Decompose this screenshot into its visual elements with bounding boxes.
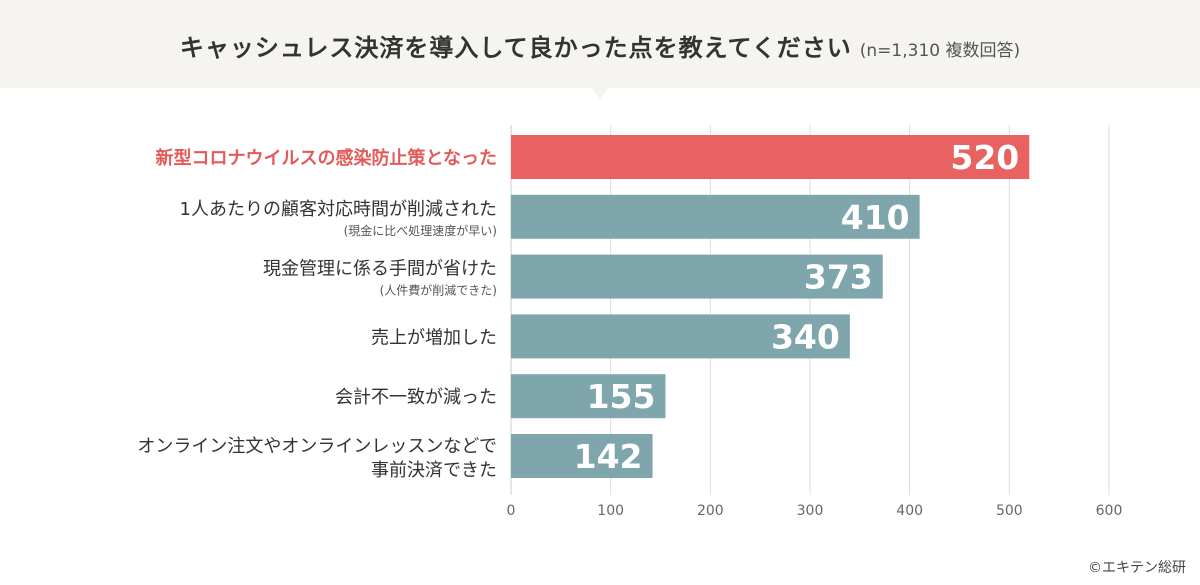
bar	[511, 135, 1030, 179]
chart-subtitle: (n=1,310 複数回答)	[859, 41, 1021, 61]
bar	[511, 374, 666, 419]
x-tick-label: 100	[597, 503, 624, 519]
credit: ©エキテン総研	[1088, 560, 1186, 576]
x-tick-label: 500	[996, 503, 1023, 519]
data-label: 340	[771, 317, 840, 356]
category-label: 売上が増加した	[371, 327, 497, 348]
bar	[511, 194, 920, 239]
data-label: 373	[804, 258, 873, 297]
data-label: 142	[574, 437, 643, 476]
data-label: 155	[587, 377, 656, 416]
x-tick-label: 400	[896, 503, 923, 519]
title-banner	[0, 0, 1200, 88]
category-label: 現金管理に係る手間が省けた	[263, 259, 497, 280]
bar	[511, 314, 850, 359]
x-tick-label: 600	[1096, 503, 1123, 519]
bar	[511, 434, 653, 478]
category-note: (人件費が削減できた)	[380, 283, 497, 298]
data-label: 410	[841, 198, 910, 237]
bar	[511, 254, 883, 299]
chart-title: キャッシュレス決済を導入して良かった点を教えてください (n=1,310 複数回答…	[0, 28, 1200, 63]
x-tick-label: 200	[697, 503, 724, 519]
title-text: キャッシュレス決済を導入して良かった点を教えてください	[179, 34, 852, 62]
x-tick-label: 300	[797, 503, 824, 519]
data-label: 520	[950, 138, 1019, 177]
category-label: オンライン注文やオンラインレッスンなどで	[137, 436, 497, 457]
banner-pointer	[592, 88, 608, 100]
category-label: 1人あたりの顧客対応時間が削減された	[180, 199, 497, 220]
category-label: 事前決済できた	[371, 460, 497, 481]
x-tick-label: 0	[507, 503, 516, 519]
category-note: (現金に比べ処理速度が早い)	[344, 223, 497, 238]
category-label: 会計不一致が減った	[335, 387, 497, 408]
category-label: 新型コロナウイルスの感染防止策となった	[156, 147, 497, 169]
